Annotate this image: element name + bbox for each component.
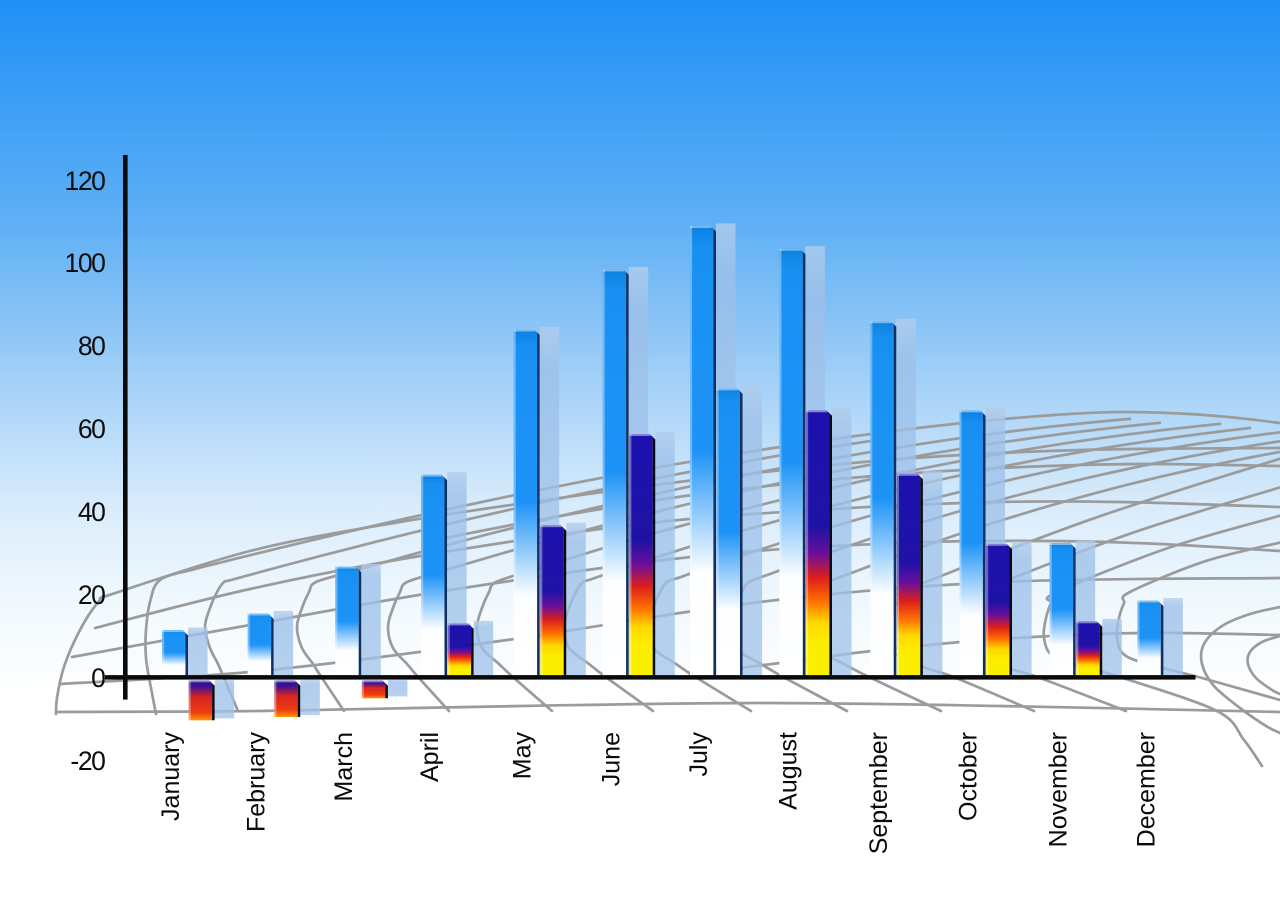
svg-text:October: October: [954, 732, 982, 821]
svg-text:July: July: [685, 732, 713, 777]
svg-text:September: September: [865, 732, 893, 854]
svg-text:May: May: [509, 732, 537, 780]
svg-text:March: March: [330, 732, 358, 801]
svg-text:June: June: [598, 732, 626, 786]
svg-text:November: November: [1045, 732, 1073, 847]
svg-text:December: December: [1132, 732, 1160, 847]
svg-text:February: February: [243, 732, 271, 833]
svg-text:August: August: [774, 732, 802, 810]
svg-text:April: April: [416, 732, 444, 782]
svg-text:January: January: [157, 732, 185, 821]
